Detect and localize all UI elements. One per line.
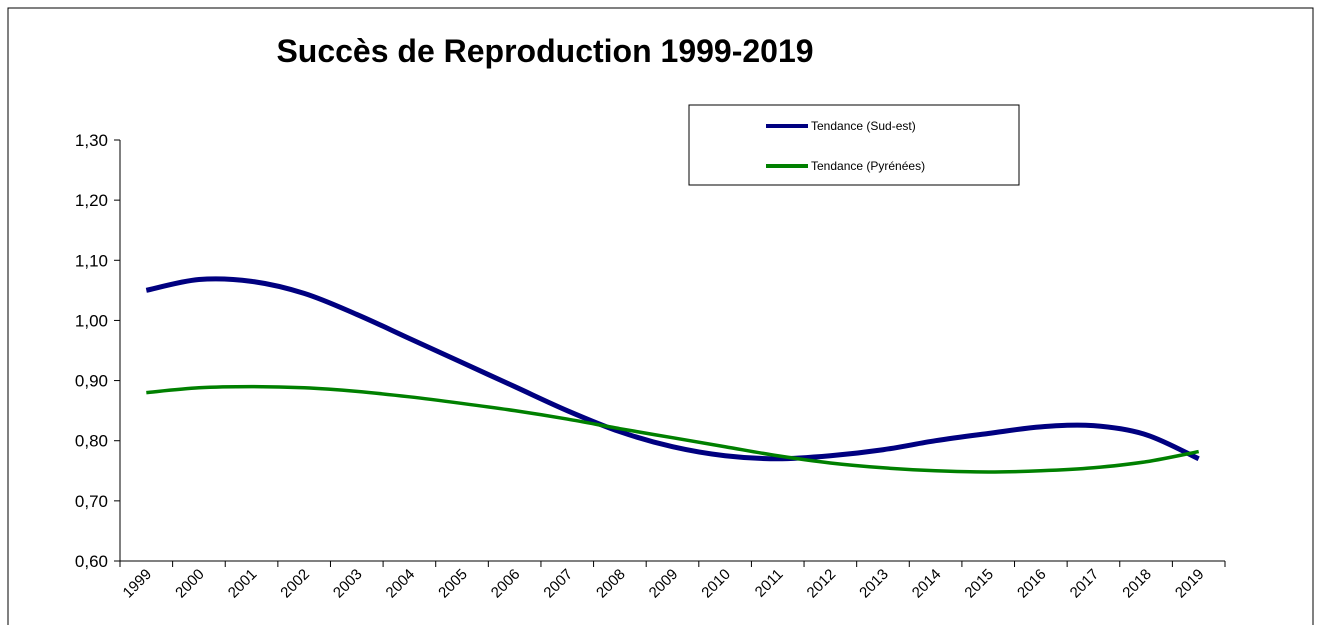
x-tick-label: 2005 bbox=[435, 566, 471, 602]
y-tick-label: 0,70 bbox=[75, 492, 108, 511]
x-tick-label: 2002 bbox=[277, 566, 313, 602]
x-tick-label: 2007 bbox=[540, 566, 576, 602]
y-tick-label: 0,80 bbox=[75, 432, 108, 451]
x-tick-label: 2014 bbox=[909, 566, 945, 602]
series-line bbox=[145, 276, 1200, 462]
x-tick-label: 2016 bbox=[1014, 566, 1050, 602]
x-tick-label: 2018 bbox=[1119, 566, 1155, 602]
x-tick-label: 2012 bbox=[804, 566, 840, 602]
chart-title: Succès de Reproduction 1999-2019 bbox=[276, 33, 813, 69]
x-tick-label: 2004 bbox=[383, 566, 419, 602]
y-tick-label: 1,30 bbox=[75, 131, 108, 150]
x-tick-label: 2019 bbox=[1172, 566, 1208, 602]
x-tick-label: 2010 bbox=[698, 566, 734, 602]
legend-label: Tendance (Pyrénées) bbox=[811, 159, 925, 173]
legend-box bbox=[688, 104, 1020, 186]
x-tick-label: 2000 bbox=[172, 566, 208, 602]
y-tick-label: 0,90 bbox=[75, 372, 108, 391]
y-tick-label: 1,10 bbox=[75, 251, 108, 270]
legend-label: Tendance (Sud-est) bbox=[811, 119, 916, 133]
x-tick-label: 2009 bbox=[646, 566, 682, 602]
series-line bbox=[146, 384, 1200, 474]
x-tick-label: 2008 bbox=[593, 566, 629, 602]
y-tick-label: 1,00 bbox=[75, 311, 108, 330]
y-tick-label: 1,20 bbox=[75, 191, 108, 210]
x-tick-label: 1999 bbox=[120, 566, 156, 602]
x-tick-label: 2001 bbox=[225, 566, 261, 602]
x-tick-label: 2003 bbox=[330, 566, 366, 602]
x-tick-label: 2011 bbox=[752, 566, 787, 601]
y-tick-label: 0,60 bbox=[75, 552, 108, 571]
x-tick-label: 2015 bbox=[961, 566, 997, 602]
chart-frame bbox=[7, 7, 1314, 630]
x-tick-label: 2013 bbox=[856, 566, 892, 602]
x-tick-label: 2006 bbox=[488, 566, 524, 602]
x-tick-label: 2017 bbox=[1067, 566, 1103, 602]
